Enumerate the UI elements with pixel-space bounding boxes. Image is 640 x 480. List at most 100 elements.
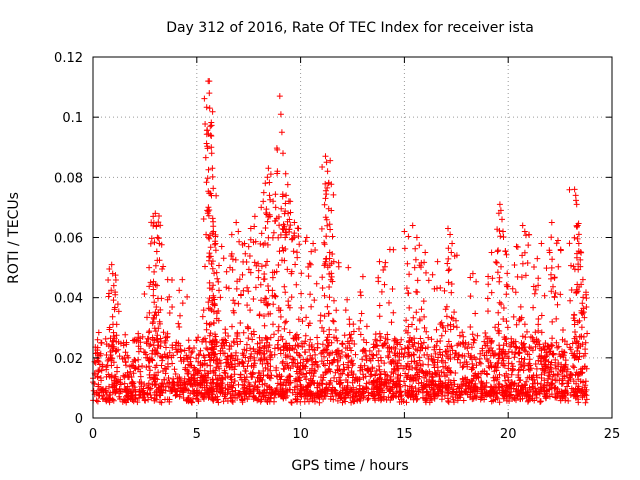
data-point bbox=[204, 175, 211, 182]
data-point bbox=[409, 222, 416, 229]
data-point bbox=[165, 383, 172, 390]
data-point bbox=[495, 309, 502, 316]
data-point bbox=[231, 371, 238, 378]
data-point bbox=[406, 383, 413, 390]
data-point bbox=[584, 330, 591, 337]
data-point bbox=[295, 233, 302, 240]
data-point bbox=[151, 299, 158, 306]
data-point bbox=[290, 356, 297, 363]
data-point bbox=[583, 304, 590, 310]
data-point bbox=[214, 275, 221, 282]
data-point bbox=[520, 360, 527, 366]
data-point bbox=[268, 372, 275, 379]
data-point bbox=[494, 226, 501, 233]
data-point bbox=[570, 263, 577, 270]
data-point bbox=[342, 391, 349, 398]
data-point bbox=[163, 353, 169, 360]
data-point bbox=[163, 366, 170, 373]
data-point bbox=[132, 357, 139, 364]
data-point bbox=[344, 379, 351, 386]
data-point bbox=[301, 373, 308, 380]
data-point bbox=[162, 396, 168, 403]
data-point bbox=[342, 398, 349, 405]
data-point bbox=[350, 328, 357, 335]
data-point bbox=[553, 315, 560, 322]
data-point bbox=[406, 271, 413, 278]
data-point bbox=[261, 390, 268, 397]
data-point bbox=[370, 341, 377, 348]
data-point bbox=[103, 388, 109, 395]
data-point bbox=[570, 315, 577, 322]
data-point bbox=[206, 78, 213, 85]
data-point bbox=[403, 317, 410, 324]
data-point bbox=[329, 233, 336, 240]
data-point bbox=[438, 319, 445, 326]
data-point bbox=[410, 396, 417, 403]
data-point bbox=[107, 395, 114, 402]
data-point bbox=[557, 353, 564, 360]
data-point bbox=[261, 276, 268, 282]
data-point bbox=[415, 375, 422, 382]
data-point bbox=[203, 140, 210, 147]
data-point bbox=[282, 319, 288, 326]
data-point bbox=[552, 394, 559, 401]
data-point bbox=[468, 344, 475, 351]
data-point bbox=[551, 274, 558, 281]
data-point bbox=[339, 340, 345, 347]
data-point bbox=[577, 256, 584, 263]
data-point bbox=[405, 338, 412, 345]
data-point bbox=[493, 259, 500, 266]
y-tick-label: 0.1 bbox=[62, 111, 83, 126]
data-point bbox=[327, 377, 334, 384]
data-point bbox=[162, 370, 169, 377]
data-point bbox=[264, 241, 271, 248]
data-point bbox=[320, 360, 327, 367]
data-point bbox=[146, 283, 153, 290]
data-point bbox=[571, 355, 578, 361]
data-point bbox=[318, 225, 325, 232]
data-point bbox=[146, 309, 153, 316]
data-point bbox=[405, 233, 412, 240]
data-point bbox=[245, 266, 252, 273]
data-point bbox=[553, 240, 560, 247]
data-point bbox=[207, 386, 214, 393]
data-point bbox=[209, 173, 216, 180]
data-point bbox=[176, 374, 183, 381]
data-point bbox=[282, 246, 289, 252]
data-point bbox=[513, 321, 520, 328]
data-point bbox=[409, 389, 416, 396]
data-point bbox=[579, 276, 586, 283]
data-point bbox=[281, 379, 287, 386]
data-point bbox=[496, 201, 503, 208]
data-point bbox=[258, 355, 265, 361]
y-tick-label: 0.08 bbox=[54, 171, 83, 186]
data-point bbox=[149, 319, 156, 325]
data-point bbox=[147, 367, 153, 374]
data-point bbox=[447, 351, 454, 358]
data-point bbox=[209, 108, 216, 115]
data-point bbox=[314, 334, 321, 341]
data-point bbox=[339, 349, 345, 355]
data-point bbox=[204, 362, 211, 369]
data-point bbox=[209, 165, 216, 172]
data-point bbox=[232, 387, 239, 394]
data-point bbox=[206, 351, 213, 358]
data-point bbox=[326, 381, 333, 388]
data-point bbox=[482, 384, 489, 391]
data-point bbox=[275, 305, 282, 311]
data-point bbox=[418, 379, 425, 386]
data-point bbox=[344, 371, 351, 378]
data-point bbox=[205, 166, 212, 173]
data-point bbox=[503, 370, 510, 377]
data-point bbox=[152, 347, 159, 354]
data-point bbox=[109, 338, 116, 345]
data-point bbox=[344, 338, 351, 345]
data-point bbox=[345, 264, 352, 271]
data-point bbox=[202, 372, 209, 379]
data-point bbox=[321, 353, 327, 360]
data-point bbox=[545, 372, 552, 379]
data-point bbox=[258, 396, 265, 403]
data-point bbox=[359, 273, 366, 280]
data-point bbox=[185, 368, 192, 375]
data-point bbox=[276, 248, 283, 255]
